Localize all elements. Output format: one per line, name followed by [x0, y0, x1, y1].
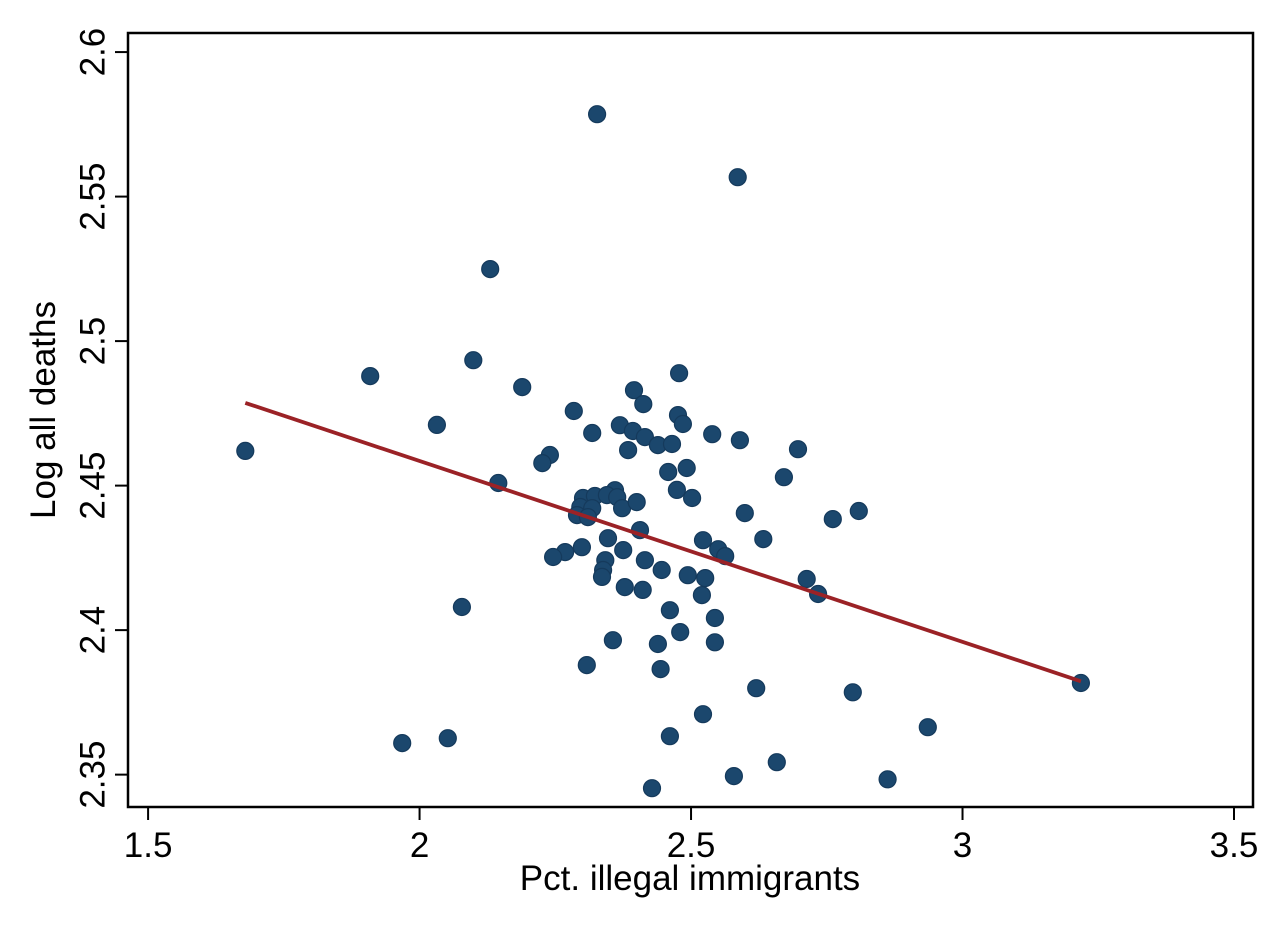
data-point: [634, 395, 653, 414]
y-tick-label: 2.45: [74, 452, 113, 520]
data-point: [703, 425, 722, 444]
data-point: [667, 480, 687, 499]
data-point: [648, 634, 668, 654]
data-point: [682, 488, 702, 508]
data-point: [797, 569, 816, 589]
x-tick-label: 3.5: [1210, 826, 1259, 865]
data-point: [543, 547, 563, 567]
data-point: [635, 551, 655, 570]
data-point: [635, 428, 655, 447]
x-tick-label: 1.5: [124, 826, 173, 865]
data-point: [533, 454, 552, 473]
data-point: [603, 631, 623, 650]
data-point: [788, 440, 808, 459]
data-point: [671, 622, 690, 642]
data-point: [513, 378, 532, 397]
data-point: [627, 493, 646, 512]
data-point: [692, 585, 712, 605]
data-point: [705, 633, 725, 652]
data-point: [427, 415, 446, 434]
data-point: [767, 753, 786, 772]
x-tick-label: 3: [953, 826, 972, 865]
y-tick-label: 2.55: [74, 163, 113, 231]
data-point: [728, 168, 747, 187]
x-tick-label: 2: [410, 826, 429, 865]
data-point: [659, 462, 678, 482]
data-point: [618, 441, 638, 460]
data-point: [564, 401, 583, 421]
data-point: [615, 577, 634, 597]
y-tick-label: 2.5: [74, 317, 113, 366]
data-point: [774, 468, 794, 487]
data-point: [651, 659, 670, 679]
data-point: [918, 718, 937, 737]
y-axis-title: Log all deaths: [24, 301, 63, 519]
data-point: [724, 766, 744, 786]
data-point: [587, 105, 607, 124]
data-point: [754, 529, 773, 549]
data-point: [843, 683, 862, 702]
data-point: [677, 458, 696, 478]
data-point: [669, 364, 689, 383]
data-point: [583, 423, 602, 443]
data-point: [662, 434, 682, 454]
plot-dynamic-layer: 1.5 2 2.5 3 3.5 2.35 2.4 2.45 2.5 2.55 2.6: [74, 28, 1259, 865]
data-point: [673, 414, 693, 434]
x-tick-label: 2.5: [667, 826, 716, 865]
data-point: [678, 566, 697, 585]
data-point: [236, 441, 255, 460]
data-point: [705, 608, 725, 628]
data-point: [614, 540, 633, 560]
data-point: [693, 531, 713, 550]
data-point: [438, 729, 457, 748]
x-axis-title: Pct. illegal immigrants: [520, 859, 860, 898]
data-point: [660, 601, 680, 620]
data-point: [693, 705, 713, 724]
data-point: [747, 679, 766, 698]
data-point: [652, 560, 671, 580]
data-point: [696, 568, 715, 588]
data-point: [633, 580, 652, 600]
data-point: [393, 733, 412, 753]
data-point: [577, 655, 596, 675]
data-point: [849, 501, 868, 521]
data-point: [592, 567, 612, 587]
data-point: [464, 351, 483, 370]
fit-line: [244, 401, 1082, 684]
data-point: [730, 431, 750, 450]
data-point: [598, 529, 618, 548]
data-point: [878, 770, 897, 789]
data-point: [452, 597, 471, 617]
data-point: [735, 503, 754, 523]
data-point: [660, 727, 680, 746]
data-point: [572, 538, 592, 557]
data-point: [1071, 673, 1091, 693]
data-point: [624, 381, 644, 400]
data-point: [361, 367, 380, 386]
y-tick-label: 2.4: [74, 606, 113, 655]
y-tick-label: 2.6: [74, 28, 113, 77]
data-point: [642, 779, 662, 798]
data-point: [823, 509, 842, 529]
y-tick-label: 2.35: [74, 741, 113, 809]
data-point: [481, 260, 500, 279]
